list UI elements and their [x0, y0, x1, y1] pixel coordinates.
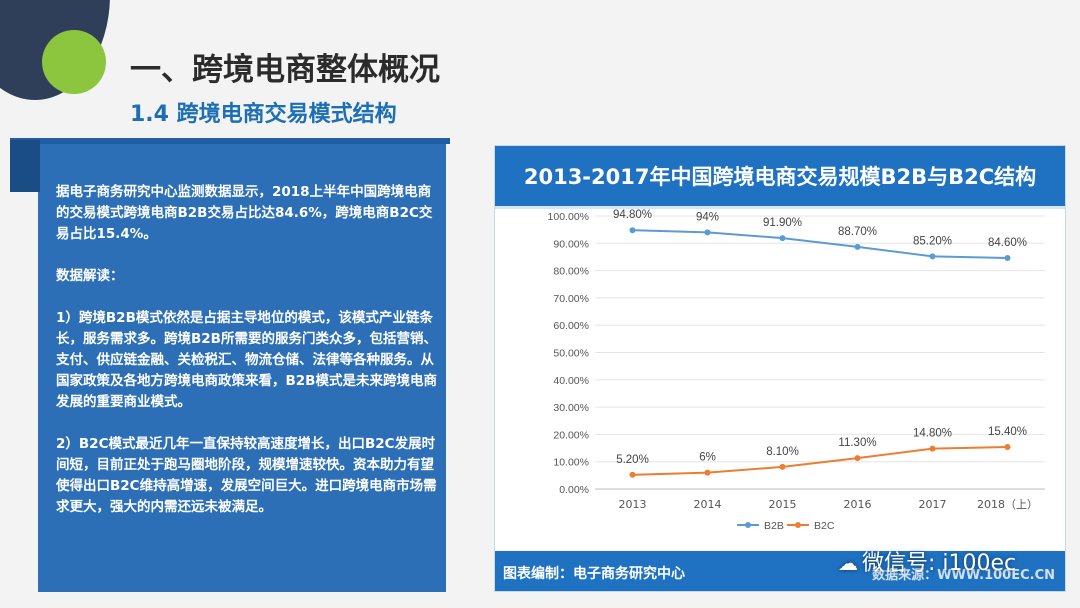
data-label-b2b: 88.70% [838, 226, 877, 238]
y-tick-label: 90.00% [553, 238, 589, 250]
x-tick-label: 2016 [844, 498, 872, 511]
legend-label-b2b: B2B [764, 520, 784, 532]
data-label-b2c: 15.40% [988, 426, 1027, 438]
data-point-b2b [854, 243, 861, 250]
data-point-b2b [704, 229, 711, 236]
decorative-circle-green [42, 30, 106, 94]
panel-banner-fold [10, 140, 40, 192]
text-panel-content: 据电子商务研究中心监测数据显示，2018上半年中国跨境电商的交易模式跨境电商B2… [56, 182, 438, 539]
x-tick-label: 2014 [694, 498, 722, 511]
text-panel: 据电子商务研究中心监测数据显示，2018上半年中国跨境电商的交易模式跨境电商B2… [10, 138, 450, 592]
y-tick-label: 10.00% [553, 457, 589, 469]
data-label-b2c: 14.80% [913, 428, 952, 440]
data-label-b2c: 11.30% [838, 437, 876, 449]
slide-subtitle: 1.4 跨境电商交易模式结构 [130, 102, 397, 127]
legend-marker-b2b [745, 522, 751, 528]
data-point-b2b [929, 253, 936, 260]
y-tick-label: 80.00% [553, 266, 589, 278]
data-label-b2b: 85.20% [913, 235, 952, 247]
legend-label-b2c: B2C [814, 520, 835, 532]
y-tick-label: 30.00% [553, 402, 589, 414]
y-tick-label: 20.00% [553, 429, 589, 441]
x-tick-label: 2013 [619, 498, 647, 511]
chart-source: 数据来源：WWW.100EC.CN [872, 568, 1055, 583]
data-point-b2c [1004, 443, 1011, 450]
x-tick-label: 2018（上） [977, 498, 1038, 511]
line-chart: 0.00% 10.00% 20.00% 30.00% 40.00% 50.00% 60.00… [548, 209, 1045, 532]
paragraph-heading: 数据解读： [56, 268, 124, 284]
data-point-b2c [854, 455, 861, 462]
data-point-b2c [929, 445, 936, 452]
data-point-b2b [1004, 255, 1011, 262]
chart-title: 2013-2017年中国跨境电商交易规模B2B与B2C结构 [495, 146, 1065, 209]
paragraph-b2b: 1）跨境B2B模式依然是占据主导地位的模式，该模式产业链条长，服务需求多。跨境B… [56, 310, 437, 410]
y-tick-label: 100.00% [548, 211, 589, 223]
watermark-text: 微信号: i100ec [862, 551, 1017, 576]
data-label-b2c: 6% [699, 452, 716, 464]
series-line-b2b [632, 229, 1008, 260]
paragraph-summary: 据电子商务研究中心监测数据显示，2018上半年中国跨境电商的交易模式跨境电商B2… [56, 184, 433, 242]
chart-footer: 图表编制：电子商务研究中心 数据来源：WWW.100EC.CN [495, 551, 1065, 591]
data-point-b2b [629, 227, 636, 234]
data-point-b2c [779, 463, 786, 470]
wechat-icon: ☁ [838, 551, 858, 575]
chart-card: 2013-2017年中国跨境电商交易规模B2B与B2C结构 0.00% 10.00… [494, 145, 1066, 592]
y-tick-label: 40.00% [553, 375, 589, 387]
y-tick-label: 50.00% [553, 348, 589, 360]
y-tick-label: 60.00% [553, 320, 589, 332]
data-label-b2c: 8.10% [766, 446, 799, 458]
data-label-b2b: 94% [696, 211, 719, 223]
chart-credit: 图表编制：电子商务研究中心 [503, 566, 685, 582]
paragraph-b2c: 2）B2C模式最近几年一直保持较高速度增长，出口B2C发展时间短，目前正处于跑马… [56, 436, 437, 515]
y-tick-label: 70.00% [553, 293, 589, 305]
panel-banner [10, 138, 450, 144]
series-line-b2c [632, 445, 1008, 476]
x-tick-label: 2017 [919, 498, 947, 511]
slide-title: 一、跨境电商整体概况 [130, 52, 440, 88]
data-label-b2b: 94.80% [613, 209, 652, 221]
legend-marker-b2c [795, 522, 801, 528]
data-point-b2b [779, 235, 786, 242]
data-point-b2c [629, 471, 636, 478]
x-tick-label: 2015 [769, 498, 797, 511]
data-point-b2c [704, 469, 711, 476]
data-label-b2c: 5.20% [616, 454, 649, 466]
data-label-b2b: 84.60% [988, 237, 1027, 249]
wechat-watermark: ☁ 微信号: i100ec [838, 545, 1016, 577]
data-label-b2b: 91.90% [763, 217, 802, 229]
y-tick-label: 0.00% [559, 484, 589, 496]
